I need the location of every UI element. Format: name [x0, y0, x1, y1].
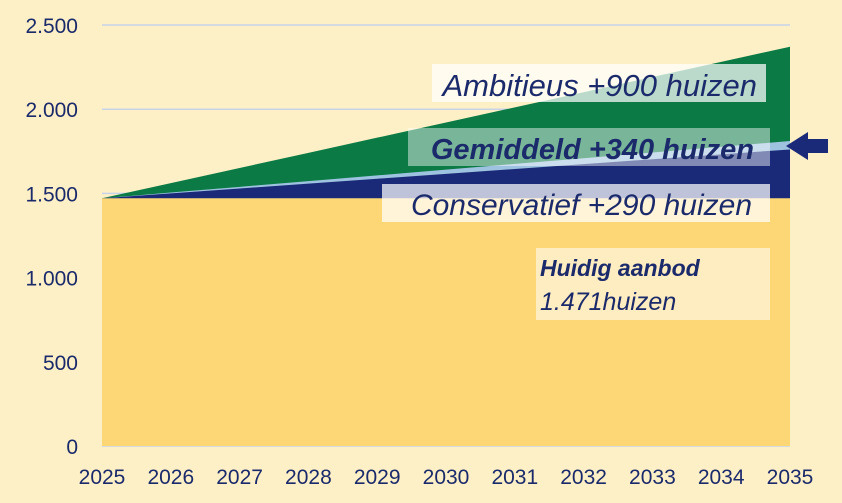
x-axis-ticks: 2025 2026 2027 2028 2029 2030 2031 2032 2033 2034… [79, 466, 814, 489]
label-huidig-value: 1.471huizen [540, 288, 676, 316]
x-tick-label: 2034 [698, 466, 745, 489]
x-tick-label: 2031 [491, 466, 538, 489]
label-gemiddeld: Gemiddeld +340 huizen [431, 134, 754, 166]
y-tick-label: 0 [66, 436, 78, 459]
x-tick-label: 2026 [147, 466, 194, 489]
y-tick-label: 2.500 [25, 15, 78, 38]
x-tick-label: 2032 [560, 466, 607, 489]
y-tick-label: 1.000 [25, 268, 78, 291]
label-huidig-title: Huidig aanbod [540, 255, 701, 281]
label-conservatief: Conservatief +290 huizen [411, 189, 752, 222]
y-axis-ticks: 0 500 1.000 1.500 2.000 2.500 [25, 15, 78, 459]
area-series [102, 47, 790, 446]
y-tick-label: 1.500 [25, 183, 78, 206]
x-tick-label: 2028 [285, 466, 332, 489]
y-tick-label: 500 [43, 352, 78, 375]
x-tick-label: 2035 [767, 466, 814, 489]
x-tick-label: 2025 [79, 466, 126, 489]
x-tick-label: 2030 [423, 466, 470, 489]
x-tick-label: 2029 [354, 466, 401, 489]
arrow-left-icon [786, 132, 828, 160]
x-tick-label: 2027 [216, 466, 263, 489]
label-ambitieus: Ambitieus +900 huizen [440, 68, 757, 103]
y-tick-label: 2.000 [25, 99, 78, 122]
x-tick-label: 2033 [629, 466, 676, 489]
area-huidig [102, 198, 790, 446]
